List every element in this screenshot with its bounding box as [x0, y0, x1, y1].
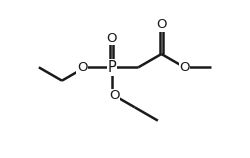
Text: O: O — [106, 31, 117, 45]
Text: O: O — [77, 61, 88, 74]
Text: O: O — [156, 18, 167, 31]
Text: P: P — [107, 60, 116, 75]
Text: O: O — [179, 61, 190, 74]
Text: O: O — [109, 89, 120, 103]
